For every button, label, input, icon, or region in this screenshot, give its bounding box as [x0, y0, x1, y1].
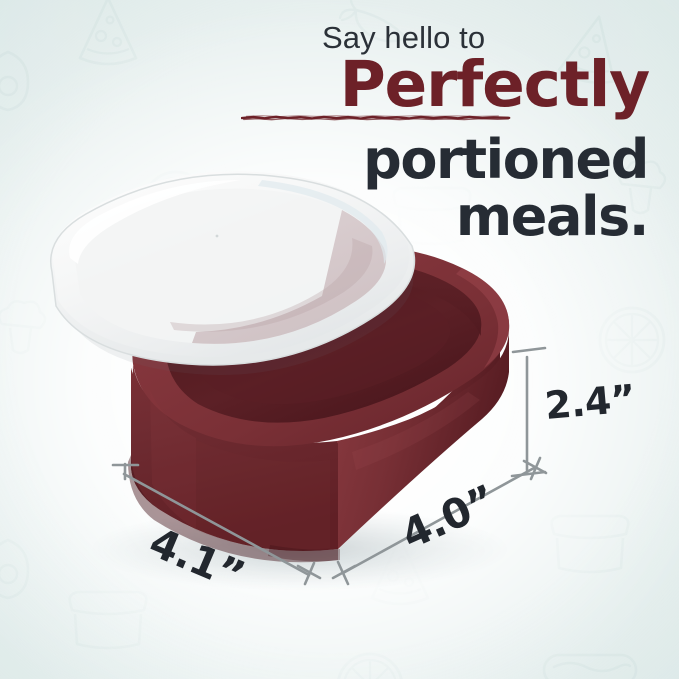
headline-accent-wrap: Perfectly [234, 47, 654, 121]
headline-line-4: meals. [455, 184, 650, 248]
headline-line-2-accent: Perfectly [339, 47, 651, 121]
headline-block: Say hello to Perfectly portioned meals. [234, 20, 654, 248]
headline-line-3: portioned [363, 127, 649, 191]
headline-underline-brushstroke [241, 115, 511, 121]
headline-line-1: Say hello to [322, 20, 486, 55]
dimension-label-height: 2.4” [543, 376, 637, 428]
